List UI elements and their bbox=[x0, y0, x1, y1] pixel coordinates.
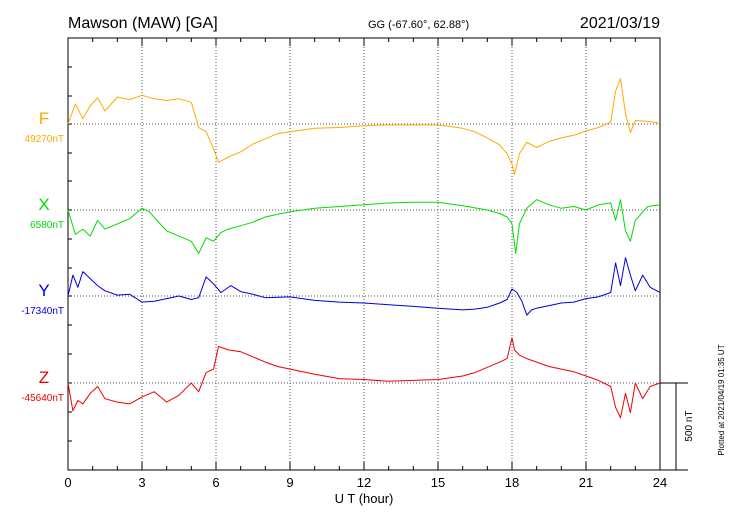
series-name-X: X bbox=[38, 195, 49, 214]
x-axis-label: U T (hour) bbox=[335, 491, 394, 506]
x-tick-label: 9 bbox=[286, 475, 293, 490]
series-line-Z bbox=[67, 337, 661, 419]
x-tick-label: 21 bbox=[579, 475, 593, 490]
series-baseline-X: 6580nT bbox=[30, 220, 64, 231]
series-name-Z: Z bbox=[39, 368, 49, 387]
series-line-F bbox=[67, 78, 661, 175]
date-label: 2021/03/19 bbox=[580, 15, 660, 32]
scale-bar-label: 500 nT bbox=[684, 410, 695, 441]
series-line-Y bbox=[67, 257, 661, 316]
series-name-F: F bbox=[39, 109, 49, 128]
x-tick-label: 24 bbox=[653, 475, 667, 490]
x-tick-label: 15 bbox=[431, 475, 445, 490]
series-line-X bbox=[67, 199, 661, 254]
x-tick-label: 0 bbox=[64, 475, 71, 490]
scale-bar: 500 nT bbox=[660, 382, 695, 471]
x-tick-label: 18 bbox=[505, 475, 519, 490]
coordinates-label: GG (-67.60°, 62.88°) bbox=[368, 19, 469, 31]
x-tick-label: 6 bbox=[212, 475, 219, 490]
series-name-Y: Y bbox=[38, 281, 49, 300]
series-baseline-Y: -17340nT bbox=[21, 306, 64, 317]
station-title: Mawson (MAW) [GA] bbox=[68, 15, 218, 32]
series-lines bbox=[67, 78, 661, 419]
x-tick-label: 3 bbox=[138, 475, 145, 490]
axis-ticks bbox=[67, 37, 661, 471]
x-tick-labels: 0 3 6 9 12 15 18 21 24 bbox=[64, 475, 667, 490]
x-tick-label: 12 bbox=[357, 475, 371, 490]
series-baseline-F: 49270nT bbox=[25, 134, 64, 145]
plotted-timestamp: Plotted at 2021/04/19 01:35 UT bbox=[717, 344, 726, 455]
series-labels: F 49270nT X 6580nT Y -17340nT Z -45640nT bbox=[21, 109, 64, 404]
grid-lines bbox=[68, 38, 660, 470]
series-baseline-Z: -45640nT bbox=[21, 393, 64, 404]
